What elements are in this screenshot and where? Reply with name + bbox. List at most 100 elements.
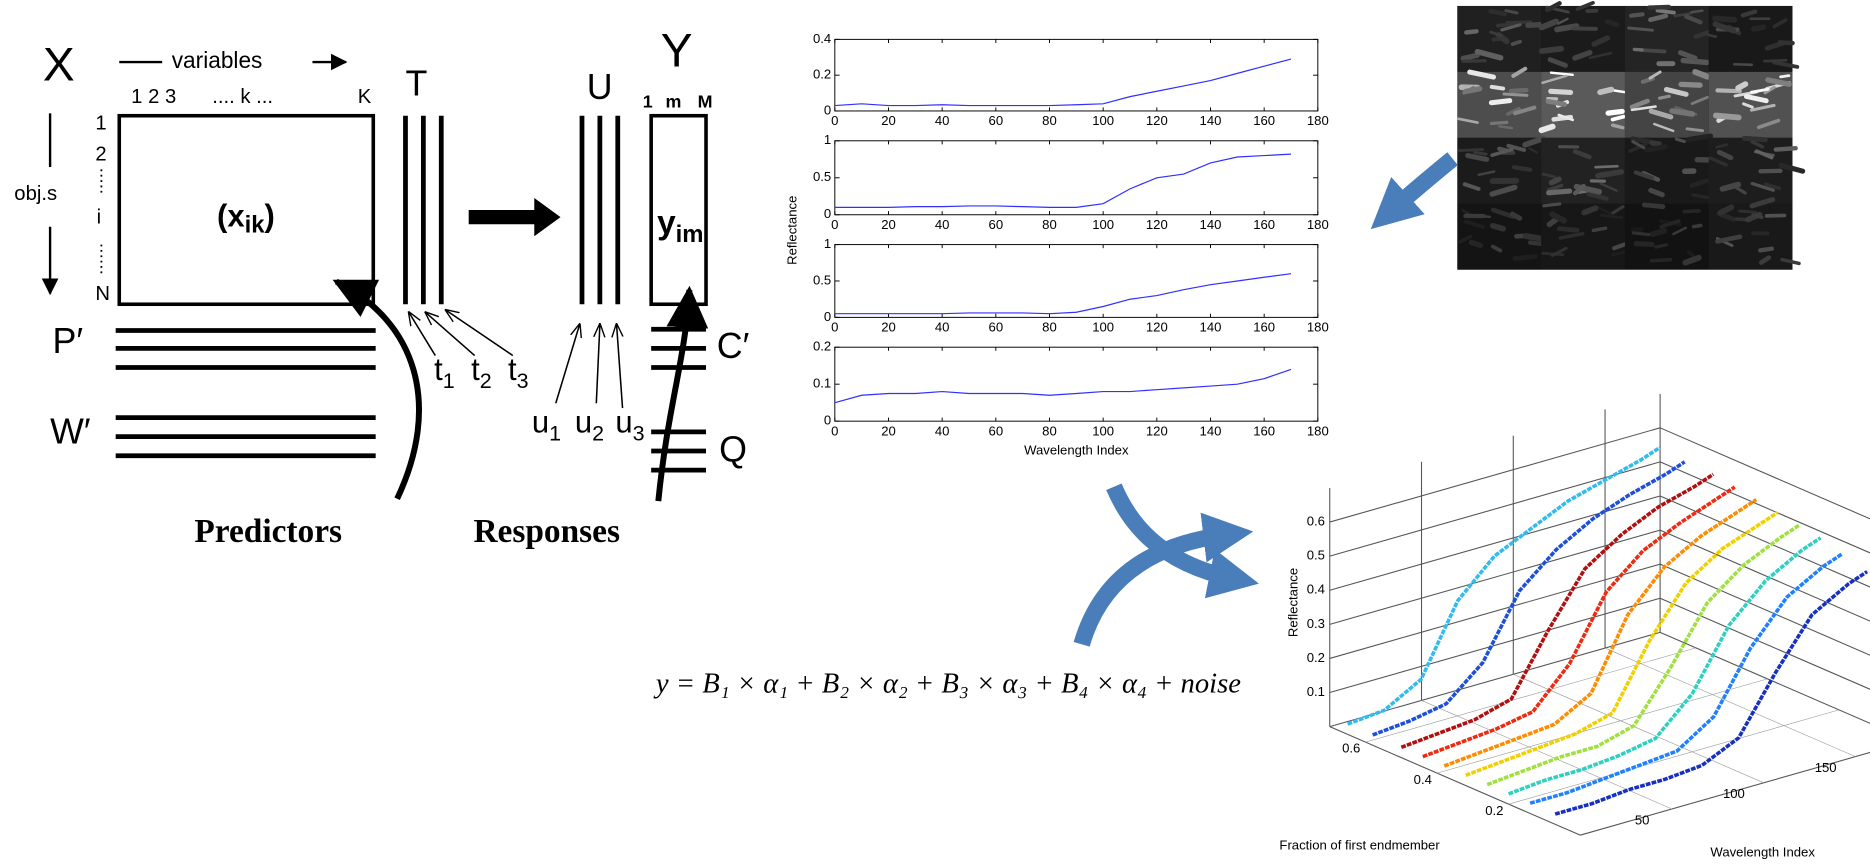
x-tick-label: 60 xyxy=(989,320,1004,335)
image-streak xyxy=(1753,215,1762,217)
x-tick-label: 0 xyxy=(831,113,838,128)
z-tick-label: 0.2 xyxy=(1307,650,1325,665)
image-streak xyxy=(1694,225,1701,226)
x-tick-label: 20 xyxy=(881,423,896,438)
row-index: 2 xyxy=(95,143,106,165)
z-tick-label: 0.5 xyxy=(1307,548,1325,563)
image-tile xyxy=(1457,72,1541,138)
x-tick-label: 20 xyxy=(881,217,896,232)
matrix-label: X xyxy=(43,39,75,92)
image-streak xyxy=(1475,152,1486,154)
x-tick-label: 50 xyxy=(1635,812,1650,827)
x-tick-label: 60 xyxy=(989,217,1004,232)
image-streak xyxy=(1596,166,1618,167)
image-streak xyxy=(1607,22,1617,25)
image-streak xyxy=(1754,27,1764,29)
x-tick-label: 160 xyxy=(1253,423,1275,438)
y-tick-label: 0 xyxy=(824,102,831,117)
z-tick-label: 0.3 xyxy=(1307,616,1325,631)
plot-area xyxy=(835,245,1318,318)
y-tick-label: 0 xyxy=(824,206,831,221)
image-streak xyxy=(1513,42,1521,45)
image-streak xyxy=(1776,148,1796,149)
image-streak xyxy=(1651,260,1670,261)
image-streak xyxy=(1493,226,1503,229)
image-streak xyxy=(1691,11,1702,13)
subscript: 3 xyxy=(517,368,529,392)
image-streak xyxy=(1740,211,1756,212)
image-streak xyxy=(1514,167,1530,170)
image-streak xyxy=(1642,50,1664,51)
y-tick-label: 0.4 xyxy=(1414,772,1432,787)
image-streak xyxy=(1633,233,1649,235)
y-tick-label: 0 xyxy=(824,413,831,428)
z-axis-label: Reflectance xyxy=(1285,568,1300,637)
x-tick-label: 160 xyxy=(1253,217,1275,232)
image-streak xyxy=(1760,249,1772,251)
plot-area xyxy=(835,347,1318,421)
matrix-label: W′ xyxy=(50,412,91,452)
image-streak xyxy=(1544,204,1560,206)
x-tick-label: 40 xyxy=(935,217,950,232)
image-streak xyxy=(1463,55,1477,58)
subscript: 2 xyxy=(480,368,492,392)
image-streak xyxy=(1636,244,1652,245)
vector-text: u xyxy=(575,405,592,440)
image-streak xyxy=(1600,90,1611,93)
image-streak xyxy=(1744,138,1765,139)
cell-text: ) xyxy=(265,199,275,234)
equation: y = B₁ × α₁ + B₂ × α₂ + B₃ × α₃ + B₄ × α… xyxy=(653,668,1241,700)
index-label: m xyxy=(665,91,681,111)
image-streak xyxy=(1738,84,1745,88)
x-tick-label: 100 xyxy=(1092,320,1114,335)
x-axis-label: Wavelength Index xyxy=(1710,845,1815,860)
image-streak xyxy=(1459,150,1482,151)
image-streak xyxy=(1471,242,1480,245)
y-axis-label: Fraction of first endmember xyxy=(1279,837,1440,852)
image-streak xyxy=(1515,256,1536,258)
image-streak xyxy=(1734,64,1751,65)
x-tick-label: 100 xyxy=(1723,786,1745,801)
image-streak xyxy=(1781,76,1789,77)
image-streak xyxy=(1542,49,1561,51)
cell-text: (x xyxy=(217,199,245,234)
x-tick-label: 80 xyxy=(1042,423,1057,438)
x-tick-label: 100 xyxy=(1092,217,1114,232)
row-index: i xyxy=(97,207,102,229)
image-streak xyxy=(1466,89,1480,92)
y-tick-label: 0.2 xyxy=(813,67,831,82)
image-streak xyxy=(1709,35,1716,37)
x-tick-label: 180 xyxy=(1307,423,1329,438)
x-tick-label: 120 xyxy=(1146,113,1168,128)
image-streak xyxy=(1647,147,1665,150)
image-streak xyxy=(1491,11,1505,14)
image-texture xyxy=(1457,3,1802,270)
image-streak xyxy=(1492,87,1503,89)
x-tick-label: 20 xyxy=(881,320,896,335)
subscript: 1 xyxy=(549,421,561,445)
matrix-label: U xyxy=(587,67,613,107)
image-streak xyxy=(1653,231,1665,234)
x-tick-label: 80 xyxy=(1042,113,1057,128)
image-streak xyxy=(1551,91,1571,92)
index-label: M xyxy=(698,91,713,111)
x-tick-label: 180 xyxy=(1307,113,1329,128)
index-label: 1 xyxy=(643,91,653,111)
x-tick-label: 140 xyxy=(1200,113,1222,128)
caption: Predictors xyxy=(194,513,342,550)
image-streak xyxy=(1549,191,1570,193)
y-tick-label: 0.5 xyxy=(813,272,831,287)
x-tick-label: 120 xyxy=(1146,320,1168,335)
y-axis-label: Reflectance xyxy=(785,196,800,265)
image-streak xyxy=(1613,125,1623,127)
x-tick-label: 160 xyxy=(1253,113,1275,128)
x-tick-label: 40 xyxy=(935,320,950,335)
x-tick-label: 180 xyxy=(1307,320,1329,335)
image-streak xyxy=(1718,90,1740,91)
row-index: 1 xyxy=(95,112,106,134)
image-streak xyxy=(1681,84,1700,85)
plot-area xyxy=(835,39,1318,111)
image-streak xyxy=(1491,122,1506,123)
subscript: 3 xyxy=(633,421,645,445)
image-streak xyxy=(1631,14,1642,15)
